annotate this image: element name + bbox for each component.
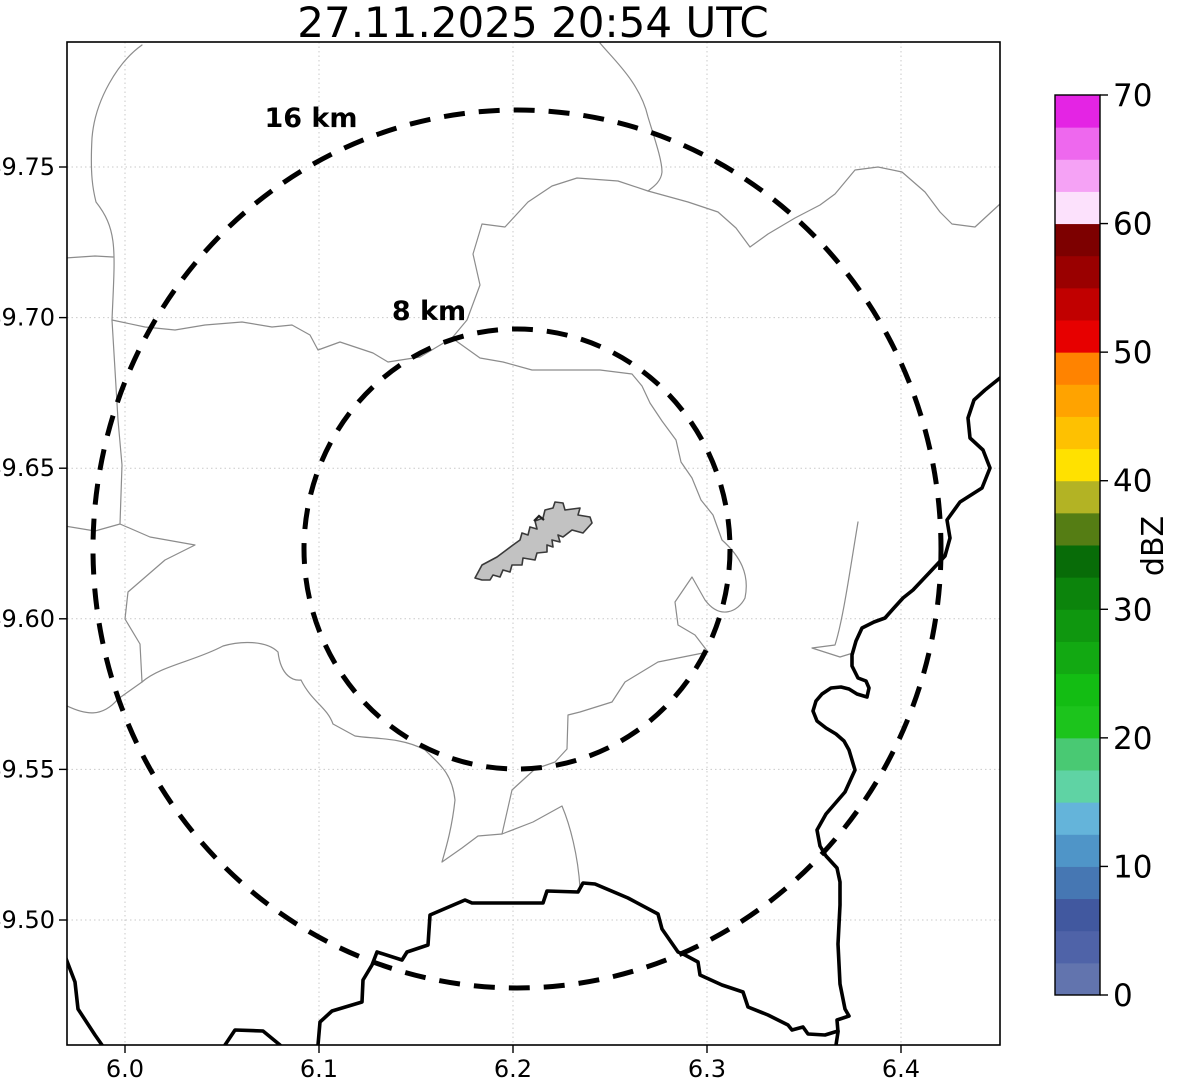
plot-frame <box>66 41 1001 1046</box>
range-ring-8km <box>301 326 733 772</box>
colorbar-tick-label: 20 <box>1113 721 1152 757</box>
range-ring-16km <box>90 107 944 991</box>
y-tick-label: 49.50 <box>0 906 55 934</box>
colorbar-segment <box>1055 352 1100 385</box>
colorbar-tick-label: 10 <box>1113 849 1152 885</box>
airport-area <box>474 501 593 581</box>
colorbar-segment <box>1055 609 1100 642</box>
colorbar-segment <box>1055 159 1100 192</box>
admin-boundary-line <box>451 42 663 339</box>
colorbar-segment <box>1055 673 1100 707</box>
admin-boundary-line <box>111 319 453 363</box>
y-tick-label: 49.65 <box>0 454 55 482</box>
y-tick-label: 49.55 <box>0 755 55 783</box>
colorbar-segment <box>1055 223 1100 257</box>
border-south-bump <box>223 1028 282 1045</box>
colorbar-segment <box>1055 802 1100 835</box>
colorbar-segment <box>1055 898 1100 932</box>
colorbar-frame <box>1054 94 1101 996</box>
colorbar-segment <box>1055 255 1100 289</box>
y-tick-label: 49.70 <box>0 304 55 332</box>
colorbar-ticks: 0 10 20 30 40 50 60 70 <box>1100 78 1152 1014</box>
range-ring-16km-label: 16 km <box>264 103 357 134</box>
colorbar-segment <box>1055 512 1100 546</box>
airport-detail-mark <box>533 514 545 522</box>
gridlines <box>67 42 1000 1045</box>
colorbar-segment <box>1055 641 1100 675</box>
x-tick-label: 6.4 <box>882 1055 920 1083</box>
y-tick-label: 49.75 <box>0 153 55 181</box>
colorbar-segment <box>1055 577 1100 610</box>
colorbar-segment <box>1055 770 1100 803</box>
colorbar-segment <box>1055 962 1100 996</box>
colorbar-segment <box>1055 287 1100 321</box>
colorbar-segment <box>1055 545 1100 578</box>
axis-ticks: 6.0 6.1 6.2 6.3 6.4 49.75 49.70 49.65 49.60 49.55… <box>0 153 920 1083</box>
colorbar-tick-label: 60 <box>1113 207 1152 243</box>
colorbar <box>1055 95 1100 996</box>
colorbar-tick-label: 70 <box>1113 78 1152 114</box>
figure-title: 27.11.2025 20:54 UTC <box>297 0 768 47</box>
colorbar-segment <box>1055 448 1100 482</box>
x-tick-label: 6.1 <box>300 1055 338 1083</box>
colorbar-segment <box>1055 384 1100 417</box>
admin-boundary-line <box>67 681 143 714</box>
admin-boundaries <box>67 42 1000 889</box>
admin-boundary-line <box>90 44 196 683</box>
colorbar-tick-label: 0 <box>1113 978 1133 1014</box>
airport-boundary-polygon <box>474 501 593 581</box>
admin-boundary-line <box>67 255 114 259</box>
colorbar-tick-label: 30 <box>1113 592 1152 628</box>
colorbar-tick-label: 40 <box>1113 464 1152 500</box>
border-south <box>316 881 840 1045</box>
colorbar-tick-label: 50 <box>1113 335 1152 371</box>
colorbar-segment <box>1055 95 1100 128</box>
colorbar-segment <box>1055 930 1100 964</box>
colorbar-segment <box>1055 705 1100 739</box>
x-tick-label: 6.2 <box>494 1055 532 1083</box>
x-tick-label: 6.0 <box>106 1055 144 1083</box>
x-tick-label: 6.3 <box>688 1055 726 1083</box>
colorbar-segment <box>1055 127 1100 160</box>
y-tick-label: 49.60 <box>0 605 55 633</box>
range-ring-8km-label: 8 km <box>392 296 466 327</box>
colorbar-segment <box>1055 737 1100 771</box>
border-southwest-corner <box>67 956 104 1045</box>
colorbar-segment <box>1055 834 1100 867</box>
colorbar-segment <box>1055 320 1100 353</box>
admin-boundary-line <box>451 337 747 835</box>
admin-boundary-line <box>647 166 1000 248</box>
country-borders <box>67 376 1000 1045</box>
range-rings <box>90 107 944 991</box>
colorbar-segment <box>1055 191 1100 225</box>
colorbar-segment <box>1055 416 1100 450</box>
colorbar-segment <box>1055 866 1100 900</box>
border-river-east <box>811 376 1000 1045</box>
admin-boundary-line <box>141 641 581 889</box>
colorbar-axis-label: dBZ <box>1136 516 1171 576</box>
colorbar-segment <box>1055 480 1100 514</box>
admin-boundary-line <box>811 521 859 658</box>
